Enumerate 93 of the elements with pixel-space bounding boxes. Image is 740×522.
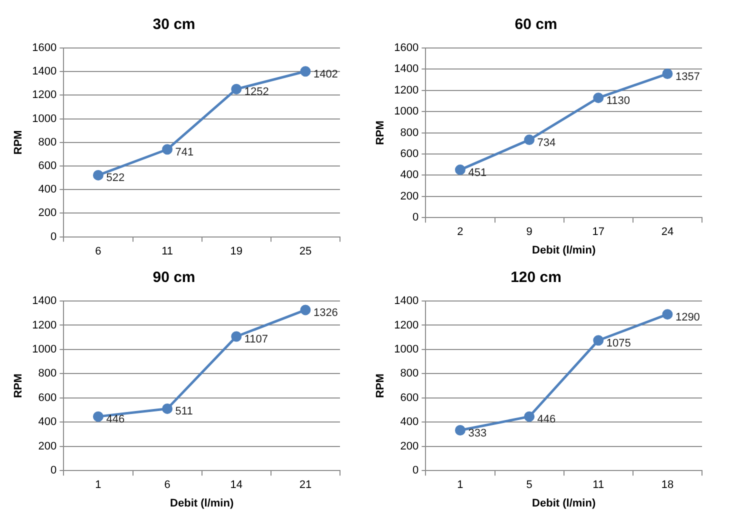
y-tick-label: 1200	[32, 319, 57, 332]
point	[162, 403, 173, 414]
x-axis-title: Debit (l/min)	[170, 497, 234, 510]
data-label: 1326	[313, 306, 338, 319]
y-tick-label: 600	[400, 392, 419, 404]
x-tick-label: 1	[457, 479, 464, 492]
y-tick-label: 0	[412, 464, 419, 477]
chart-title: 60 cm	[514, 16, 558, 34]
y-tick-label: 800	[38, 368, 57, 380]
point	[662, 309, 673, 320]
x-tick-label: 19	[230, 245, 242, 258]
x-tick-label: 6	[164, 479, 170, 492]
data-label: 511	[175, 406, 193, 418]
y-tick-label: 0	[50, 464, 57, 477]
y-tick-label: 600	[38, 392, 57, 404]
y-tick-label: 1600	[32, 42, 57, 54]
x-tick-label: 14	[230, 479, 242, 492]
y-axis-title: RPM	[12, 130, 25, 155]
point	[524, 411, 535, 422]
data-label: 741	[175, 146, 194, 158]
y-tick-label: 600	[400, 148, 419, 160]
y-tick-label: 1000	[32, 112, 57, 125]
data-label: 1402	[313, 68, 338, 80]
x-tick-label: 1	[95, 479, 102, 492]
y-tick-label: 0	[412, 212, 419, 224]
x-tick-label: 25	[299, 245, 312, 258]
data-label: 446	[106, 414, 125, 426]
y-tick-label: 200	[38, 207, 57, 220]
x-tick-label: 5	[526, 479, 532, 492]
point	[92, 170, 104, 180]
point	[231, 84, 242, 94]
point	[524, 134, 535, 146]
data-label: 1130	[606, 94, 630, 107]
y-axis-title: RPM	[374, 374, 387, 398]
data-label: 1357	[675, 70, 700, 83]
point	[231, 331, 242, 342]
data-label: 1107	[244, 334, 268, 346]
x-tick-label: 21	[299, 479, 312, 492]
x-axis-title: Debit (l/min)	[532, 497, 596, 510]
point	[300, 304, 311, 316]
y-tick-label: 600	[38, 160, 57, 172]
data-label: 734	[537, 136, 556, 149]
y-tick-label: 1000	[394, 106, 419, 118]
y-tick-label: 1400	[32, 66, 57, 78]
data-label: 522	[106, 172, 125, 184]
y-tick-label: 0	[50, 230, 57, 243]
y-tick-label: 400	[38, 416, 57, 428]
y-tick-label: 200	[400, 190, 419, 202]
y-tick-label: 200	[400, 440, 419, 452]
data-label: 1075	[606, 337, 631, 350]
y-tick-label: 800	[400, 368, 419, 380]
y-tick-label: 800	[400, 126, 419, 139]
x-tick-label: 17	[592, 226, 604, 238]
y-tick-label: 200	[38, 440, 57, 452]
y-tick-label: 1400	[394, 295, 419, 308]
x-tick-label: 11	[592, 479, 604, 492]
x-axis-title: Debit (l/min)	[532, 244, 596, 256]
x-tick-label: 2	[457, 226, 464, 238]
x-tick-label: 11	[162, 245, 174, 258]
point	[593, 335, 604, 346]
point	[662, 68, 673, 80]
y-tick-label: 400	[38, 184, 57, 196]
y-tick-label: 800	[38, 136, 57, 148]
chart-title: 90 cm	[152, 269, 196, 286]
data-label: 1252	[244, 86, 269, 98]
point	[162, 144, 173, 155]
y-tick-label: 400	[400, 169, 419, 182]
point	[300, 66, 311, 77]
data-label: 451	[468, 166, 487, 179]
y-tick-label: 400	[400, 416, 419, 428]
data-label: 1290	[675, 311, 700, 324]
x-tick-label: 24	[661, 226, 674, 238]
y-tick-label: 1200	[394, 84, 419, 96]
data-label: 333	[468, 427, 487, 440]
chart-title: 120 cm	[510, 269, 562, 286]
point	[454, 425, 466, 436]
y-tick-label: 1000	[32, 343, 57, 356]
x-tick-label: 6	[95, 245, 102, 258]
y-tick-label: 1600	[394, 42, 419, 54]
x-tick-label: 9	[526, 226, 532, 238]
chart-title: 30 cm	[152, 16, 196, 34]
data-label: 446	[537, 414, 556, 426]
point	[454, 164, 466, 176]
y-tick-label: 1400	[32, 295, 57, 308]
y-tick-label: 1200	[32, 89, 57, 102]
y-axis-title: RPM	[374, 120, 387, 146]
point	[593, 92, 604, 104]
y-tick-label: 1200	[394, 319, 419, 332]
y-tick-label: 1400	[394, 63, 419, 76]
y-axis-title: RPM	[12, 374, 25, 398]
y-tick-label: 1000	[394, 343, 419, 356]
x-tick-label: 18	[661, 479, 674, 492]
point	[92, 411, 104, 422]
